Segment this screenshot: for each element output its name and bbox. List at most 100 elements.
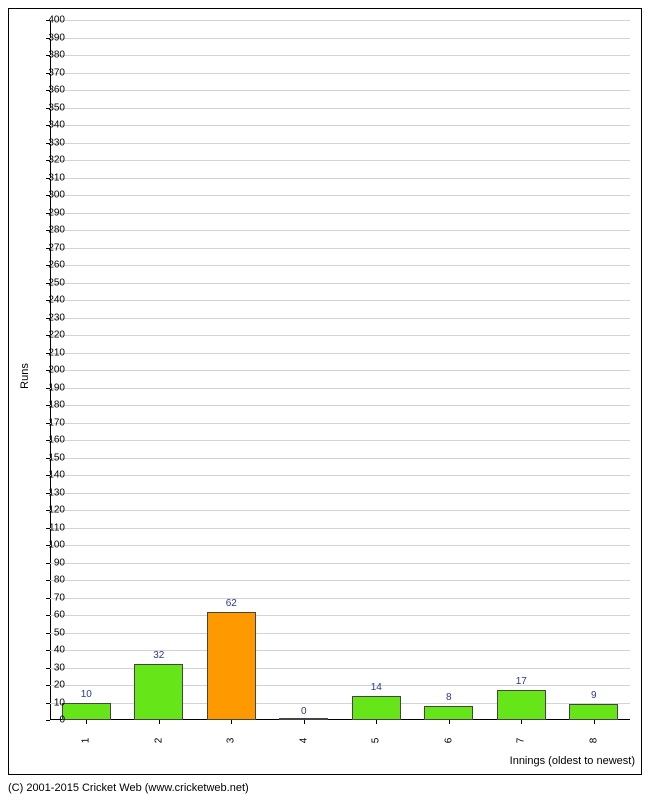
x-tick-mark [594,720,595,724]
grid-line [50,458,630,459]
y-tick-label: 90 [35,557,65,568]
grid-line [50,370,630,371]
y-tick-label: 80 [35,575,65,586]
grid-line [50,353,630,354]
x-tick-label: 3 [226,731,237,751]
y-tick-label: 390 [35,32,65,43]
grid-line [50,160,630,161]
y-tick-label: 250 [35,277,65,288]
grid-line [50,283,630,284]
y-tick-label: 290 [35,207,65,218]
y-tick-label: 60 [35,610,65,621]
bar [569,704,618,720]
x-tick-label: 8 [588,731,599,751]
grid-line [50,335,630,336]
x-tick-mark [86,720,87,724]
grid-line [50,440,630,441]
y-tick-label: 320 [35,155,65,166]
y-tick-label: 330 [35,137,65,148]
y-tick-label: 110 [35,522,65,533]
y-tick-label: 230 [35,312,65,323]
grid-line [50,388,630,389]
bar [424,706,473,720]
bar [207,612,256,721]
plot-area [50,20,630,720]
bar-value-label: 0 [301,706,307,717]
grid-line [50,510,630,511]
bar [62,703,111,721]
grid-line [50,423,630,424]
grid-line [50,20,630,21]
y-tick-label: 200 [35,365,65,376]
y-tick-label: 400 [35,15,65,26]
y-tick-label: 140 [35,470,65,481]
grid-line [50,248,630,249]
grid-line [50,73,630,74]
bar-value-label: 14 [371,682,382,693]
x-tick-label: 2 [153,731,164,751]
y-tick-label: 180 [35,400,65,411]
grid-line [50,493,630,494]
y-tick-label: 220 [35,330,65,341]
y-tick-label: 0 [35,715,65,726]
y-tick-label: 210 [35,347,65,358]
copyright-text: (C) 2001-2015 Cricket Web (www.cricketwe… [8,782,249,794]
y-axis-title: Runs [19,363,31,389]
y-tick-label: 150 [35,452,65,463]
y-tick-label: 240 [35,295,65,306]
grid-line [50,580,630,581]
grid-line [50,143,630,144]
y-tick-label: 100 [35,540,65,551]
y-tick-label: 10 [35,697,65,708]
grid-line [50,265,630,266]
bar-value-label: 17 [516,676,527,687]
y-tick-label: 130 [35,487,65,498]
y-tick-label: 270 [35,242,65,253]
x-tick-mark [304,720,305,724]
x-tick-label: 1 [81,731,92,751]
bar [352,696,401,721]
grid-line [50,300,630,301]
grid-line [50,598,630,599]
grid-line [50,90,630,91]
x-tick-label: 5 [371,731,382,751]
x-tick-label: 7 [516,731,527,751]
grid-line [50,55,630,56]
y-tick-label: 350 [35,102,65,113]
y-tick-label: 370 [35,67,65,78]
grid-line [50,318,630,319]
bar-value-label: 8 [446,692,452,703]
y-tick-label: 310 [35,172,65,183]
x-tick-label: 6 [443,731,454,751]
y-tick-label: 40 [35,645,65,656]
x-tick-label: 4 [298,731,309,751]
y-tick-label: 190 [35,382,65,393]
grid-line [50,615,630,616]
grid-line [50,650,630,651]
y-tick-label: 360 [35,85,65,96]
x-tick-mark [231,720,232,724]
y-tick-label: 20 [35,680,65,691]
x-tick-mark [521,720,522,724]
y-tick-label: 300 [35,190,65,201]
grid-line [50,178,630,179]
x-tick-mark [159,720,160,724]
x-tick-mark [376,720,377,724]
grid-line [50,475,630,476]
grid-line [50,195,630,196]
bar [134,664,183,720]
grid-line [50,213,630,214]
y-tick-label: 280 [35,225,65,236]
bar-value-label: 32 [153,650,164,661]
x-axis-title: Innings (oldest to newest) [510,755,635,767]
y-tick-label: 170 [35,417,65,428]
y-tick-label: 120 [35,505,65,516]
y-tick-label: 160 [35,435,65,446]
y-tick-label: 50 [35,627,65,638]
grid-line [50,405,630,406]
bar-value-label: 9 [591,690,597,701]
grid-line [50,125,630,126]
grid-line [50,528,630,529]
grid-line [50,230,630,231]
bar-value-label: 10 [81,689,92,700]
